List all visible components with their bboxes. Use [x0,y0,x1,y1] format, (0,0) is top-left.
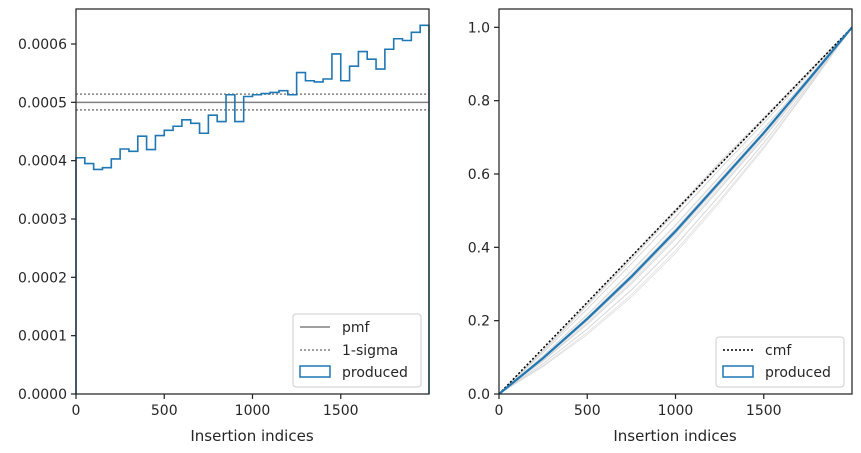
realization-line [498,27,853,395]
left-y-ticks: 0.0000 0.0001 0.0002 0.0003 0.0004 0.0005 0.00… [18,37,76,403]
x-tick-label: 0 [495,403,504,419]
realization-line [498,27,853,395]
legend-produced-swatch [299,365,331,378]
x-tick-label: 1500 [323,403,359,419]
y-tick-label: 0.2 [468,314,490,330]
right-legend: cmf produced [715,336,845,388]
legend-produced-swatch [722,365,754,378]
x-tick-label: 1000 [658,403,694,419]
legend-produced-label: produced [765,365,831,381]
realization-line [498,27,853,395]
y-tick-label: 0.0006 [18,37,67,53]
legend-cmf-label: cmf [765,343,792,359]
right-plot-frame [498,8,853,395]
realization-line [498,27,853,395]
produced-cdf-line [498,26,853,395]
y-tick-label: 0.0002 [18,270,67,286]
left-x-axis-label: Insertion indices [190,427,313,445]
y-tick-label: 0.0 [468,387,490,403]
right-x-ticks: 0 500 1000 1500 [495,394,782,419]
x-tick-label: 500 [574,403,601,419]
y-tick-label: 0.0004 [18,154,67,170]
left-plot-content [75,24,430,394]
right-chart: 0.0 0.2 0.4 0.6 0.8 1.0 0 500 1000 1500 Insertio… [468,8,853,445]
y-tick-label: 1.0 [468,20,490,36]
x-tick-label: 1000 [235,403,271,419]
realization-line [498,27,853,395]
cmf-line [498,26,853,395]
left-x-ticks: 0 500 1000 1500 [72,394,359,419]
y-tick-label: 0.8 [468,94,490,110]
legend-produced-label: produced [342,365,408,381]
realization-line [498,27,853,395]
realization-line [498,27,853,395]
legend-pmf-label: pmf [342,320,371,336]
legend-sigma-label: 1-sigma [342,343,398,359]
left-legend-box [292,313,422,388]
right-y-ticks: 0.0 0.2 0.4 0.6 0.8 1.0 [468,20,499,403]
y-tick-label: 0.0005 [18,95,67,111]
x-tick-label: 0 [72,403,81,419]
right-x-axis-label: Insertion indices [613,427,736,445]
realization-line [498,27,853,395]
y-tick-label: 0.4 [468,240,490,256]
x-tick-label: 500 [151,403,178,419]
right-plot-content [498,26,853,395]
left-chart: 0.0000 0.0001 0.0002 0.0003 0.0004 0.0005 0.00… [18,8,430,445]
produced-histogram [75,24,430,394]
y-tick-label: 0.0001 [18,329,67,345]
left-legend: pmf 1-sigma produced [292,313,422,388]
x-tick-label: 1500 [746,403,782,419]
y-tick-label: 0.6 [468,167,490,183]
realization-line [498,27,853,395]
y-tick-label: 0.0000 [18,387,67,403]
y-tick-label: 0.0003 [18,212,67,228]
